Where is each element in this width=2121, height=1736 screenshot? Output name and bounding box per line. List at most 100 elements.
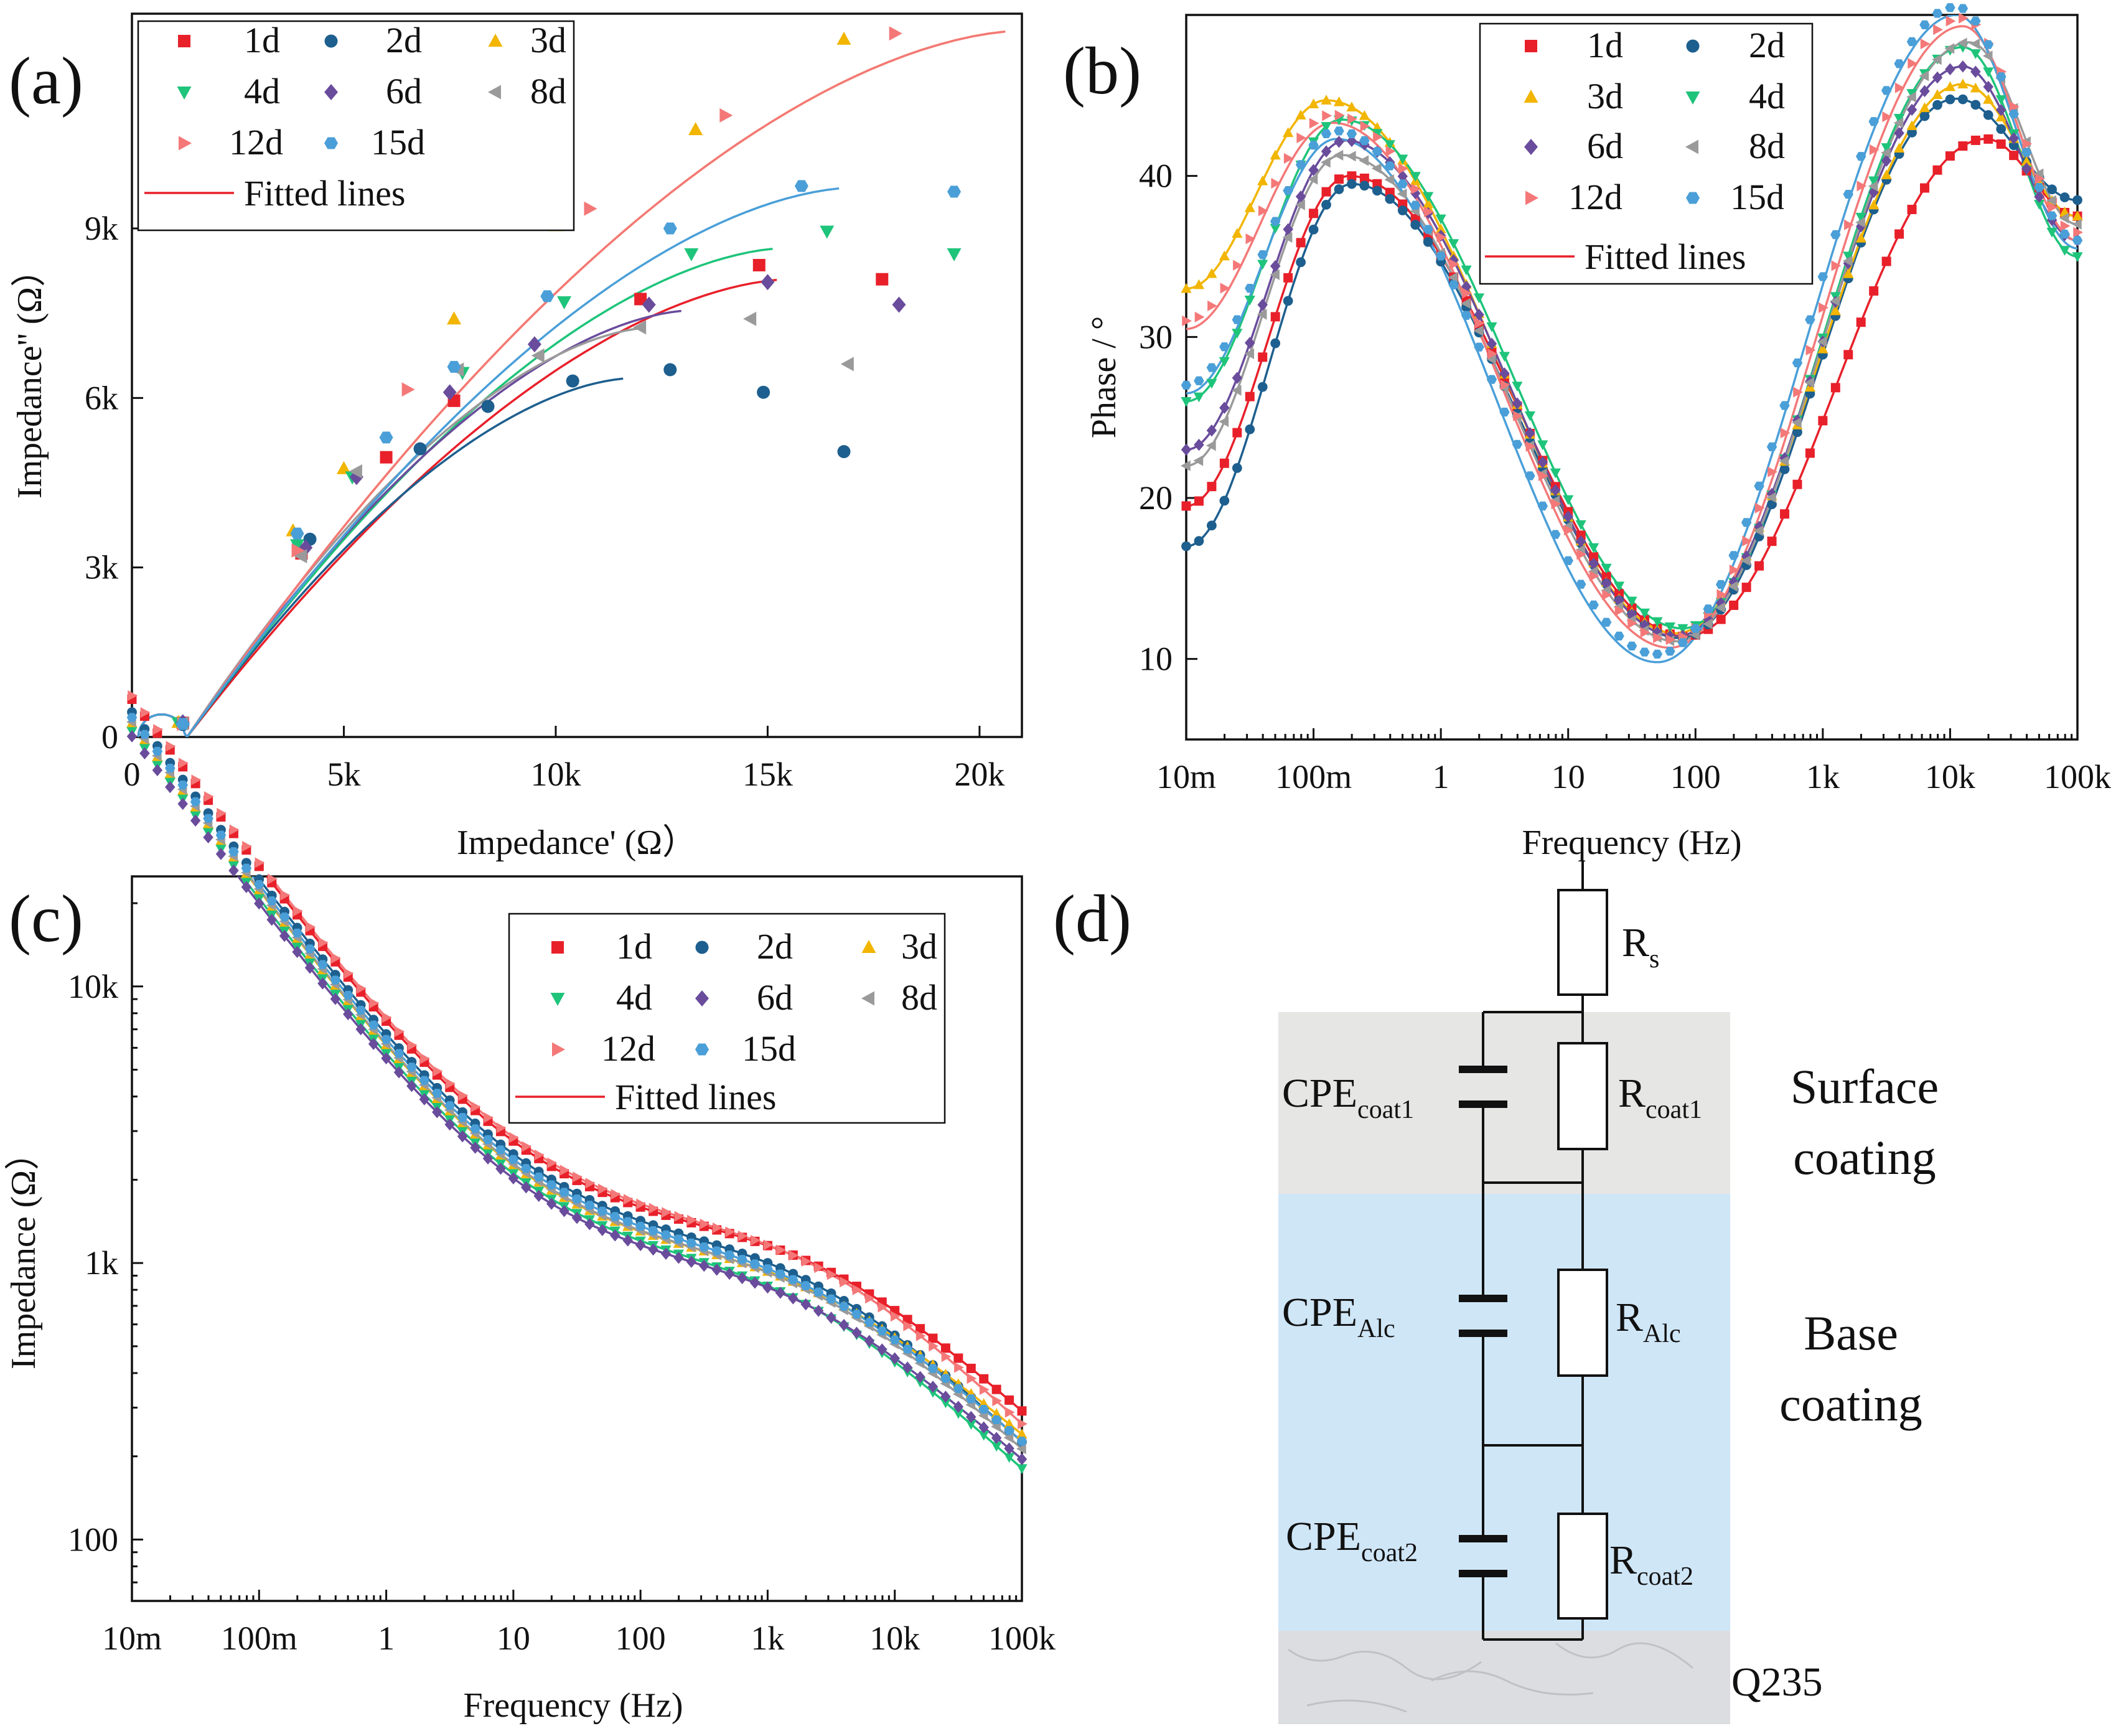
chart-b-point-8d [1397,188,1407,200]
chart-b-point-15d [1843,189,1854,199]
chart-b-point-3d [1995,111,2006,122]
chart-c-point-6d [559,1204,569,1218]
chart-c-point-15d [381,1035,391,1044]
chart-b-point-12d [1385,146,1396,157]
chart-b-point-4d [1881,143,1892,153]
chart-c-point-15d [139,730,150,739]
chart-b-point-8d [1957,37,1967,49]
chart-c-point-12d [153,724,163,735]
base-coating-title-2: coating [1779,1377,1922,1431]
chart-b-point-15d [1868,117,1879,126]
chart-b-point-4d [1435,214,1446,225]
chart-a-ytick-label: 6k [85,379,118,416]
chart-b-legend-marker-6d [1524,139,1538,155]
chart-b-point-1d [1729,600,1739,610]
chart-a-point-4d [820,225,835,239]
chart-a-ytick-label: 3k [85,549,118,586]
chart-b-ylabel: Phase / ° [1085,316,1123,439]
chart-c-point-12d [242,840,252,852]
chart-b-point-8d [1473,325,1484,337]
chart-b-point-12d [1538,470,1548,482]
chart-c-point-6d [953,1401,964,1413]
chart-b-point-4d [1423,192,1434,202]
chart-b-ytick-label: 20 [1139,479,1173,517]
chart-a-point-1d [876,273,889,286]
chart-b-point-12d [1373,131,1383,143]
chart-a-point-15d [663,222,677,235]
chart-a-fit-2d [137,377,624,737]
chart-c-point-15d [775,1269,786,1279]
chart-b-point-12d [1245,233,1256,245]
chart-c-legend-marker-2d [695,941,709,954]
chart-b-point-8d [1346,151,1356,162]
chart-b-point-4d [1613,581,1625,592]
chart-b-point-8d [1753,525,1764,537]
chart-b-point-15d [1563,556,1573,565]
chart-b-xtick-label: 100k [2044,758,2111,795]
chart-b-point-12d [1296,132,1307,144]
chart-b-point-15d [1245,283,1255,293]
chart-b-point-15d [1626,641,1637,651]
chart-c-point-12d [623,1194,634,1205]
chart-b-point-1d [1372,179,1382,189]
chart-b-point-6d [1575,535,1586,548]
chart-b-point-1d [1920,183,1930,193]
chart-c-point-6d [190,814,201,827]
chart-b-legend-label-12d: 12d [1568,177,1622,217]
chart-a-point-15d [540,290,555,303]
chart-a-fit-6d [137,309,681,737]
chart-c-point-12d [776,1244,786,1255]
chart-b-legend-marker-1d [1525,40,1537,52]
surface-coating-title-2: coating [1793,1130,1936,1185]
chart-b-point-3d [1283,127,1294,138]
chart-b-point-8d [1321,157,1331,168]
chart-c-point-12d [331,952,341,964]
chart-b-xtick-label: 100 [1670,758,1721,795]
chart-c-point-6d [152,764,163,777]
chart-c-xtick-label: 1k [751,1620,784,1657]
chart-b-point-12d [1933,24,1943,35]
chart-b-point-12d [1908,58,1918,69]
chart-c-point-6d [788,1292,798,1305]
chart-b-point-3d [1855,232,1866,243]
chart-a-legend-marker-1d [178,35,190,47]
chart-c-point-12d [293,906,303,917]
chart-b-point-8d [1868,181,1878,192]
chart-c-point-1d [966,1363,976,1373]
chart-b-point-8d [1206,440,1216,451]
chart-b-point-8d [1181,460,1191,471]
chart-b-point-3d [1435,223,1446,233]
chart-c-point-12d [433,1066,443,1077]
chart-a-fit-15d [137,187,840,737]
surface-coating-title-1: Surface [1791,1059,1939,1114]
chart-b-point-12d [1882,111,1893,123]
chart-b-point-1d [1309,209,1319,218]
chart-b-point-6d [1919,85,1930,98]
chart-b-point-15d [1359,136,1370,146]
chart-b-legend-label-6d: 6d [1587,126,1623,166]
chart-b-point-1d [1996,139,2006,149]
chart-c-point-12d [458,1090,469,1101]
chart-c-point-6d [432,1105,442,1119]
chart-b-point-2d [2072,195,2082,205]
chart-a-point-2d [413,442,427,456]
chart-c-point-15d [889,1335,900,1344]
chart-c-point-12d [751,1234,761,1246]
chart-b-point-4d [1512,382,1523,392]
chart-b-point-1d [1958,141,1968,151]
chart-b-point-2d [1308,224,1319,235]
chart-c-point-12d [763,1239,774,1250]
chart-b-xtick-label: 100m [1275,758,1352,795]
chart-b-point-6d [1257,298,1268,311]
chart-b-point-15d [1805,315,1815,324]
chart-b-point-3d [1193,279,1205,289]
chart-b-frame [1185,14,2079,741]
chart-c-point-12d [674,1211,685,1222]
chart-c-point-12d [255,857,265,868]
chart-b-point-3d [1232,228,1243,238]
chart-c-point-15d [444,1101,455,1110]
chart-c-point-6d [393,1066,405,1079]
chart-b-point-6d [2034,190,2044,204]
chart-b-point-8d [1779,456,1789,467]
